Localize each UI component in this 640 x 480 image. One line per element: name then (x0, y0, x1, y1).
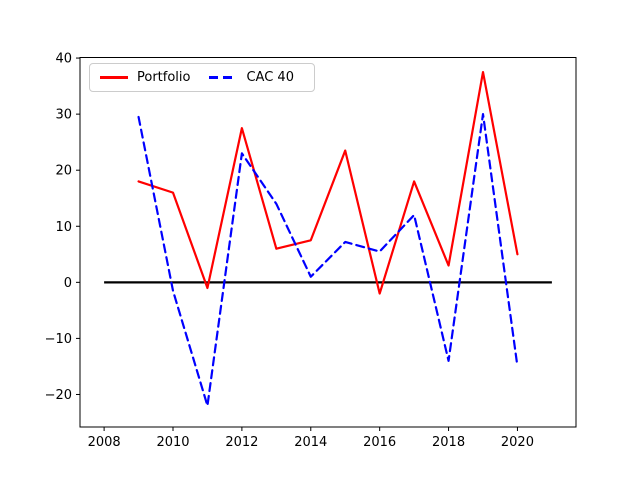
cac40-line (137, 113, 519, 407)
legend-entry-portfolio: Portfolio (100, 71, 190, 85)
y-tick-label: 40 (55, 52, 72, 67)
x-tick-label: 2018 (432, 435, 465, 450)
y-tick-label: −10 (45, 332, 72, 347)
x-tick-label: 2008 (88, 435, 121, 450)
portfolio-line-swatch-icon (100, 76, 128, 79)
x-tick-label: 2016 (363, 435, 396, 450)
y-tick-label: 30 (55, 108, 72, 123)
x-tick-label: 2020 (501, 435, 534, 450)
legend: Portfolio CAC 40 (89, 63, 315, 92)
plot-border (79, 57, 577, 428)
x-tick-label: 2014 (294, 435, 327, 450)
cac40-line-swatch-icon (209, 76, 238, 79)
y-tick-label: −20 (45, 388, 72, 403)
y-tick-label: 20 (55, 164, 72, 179)
y-tick-label: 10 (55, 220, 72, 235)
x-tick-label: 2012 (225, 435, 258, 450)
legend-label-cac40: CAC 40 (246, 69, 294, 85)
legend-label-portfolio: Portfolio (137, 69, 191, 85)
portfolio-line (137, 70, 519, 295)
y-tick-label: 0 (64, 276, 72, 291)
x-tick-label: 2010 (156, 435, 189, 450)
legend-entry-cac40: CAC 40 (209, 71, 294, 85)
